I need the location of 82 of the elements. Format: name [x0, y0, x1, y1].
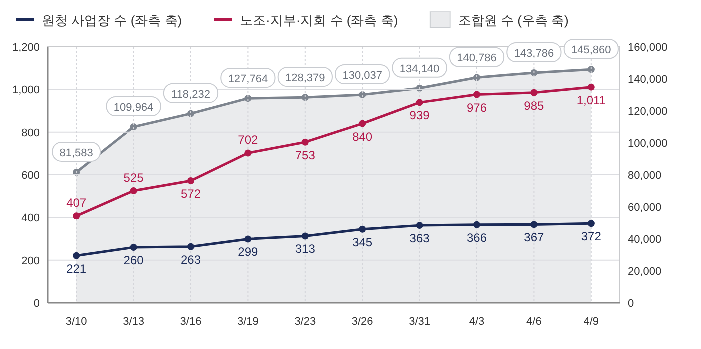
x-tick-label: 3/31: [409, 316, 431, 328]
data-label: 840: [352, 130, 373, 144]
x-tick-label: 3/26: [352, 316, 374, 328]
data-label: 134,140: [400, 63, 440, 76]
x-tick-label: 3/16: [180, 316, 202, 328]
point: [359, 91, 366, 98]
x-tick-label: 4/6: [526, 316, 542, 328]
point: [588, 84, 595, 91]
data-label: 127,764: [228, 74, 268, 86]
data-label: 753: [295, 148, 316, 162]
y2-tick-label: 160,000: [628, 42, 668, 54]
y-tick-label: 800: [22, 127, 40, 140]
data-label: 263: [180, 252, 202, 267]
y2-tick-label: 80,000: [628, 170, 662, 182]
point: [188, 177, 194, 184]
data-label: 572: [180, 186, 202, 201]
data-label: 366: [466, 230, 488, 245]
x-tick-label: 4/9: [584, 316, 600, 328]
y-tick-label: 600: [22, 170, 40, 182]
data-label: 118,232: [172, 88, 210, 101]
legend-label: 조합원 수 (우측 축): [458, 13, 569, 28]
y-tick-label: 1,000: [12, 84, 40, 97]
point: [359, 226, 366, 233]
data-label: 407: [66, 196, 87, 210]
data-label: 143,786: [514, 48, 554, 60]
point: [416, 99, 424, 106]
point: [244, 236, 252, 243]
data-label: 109,964: [114, 102, 154, 114]
y-tick-label: 400: [22, 212, 40, 225]
y2-tick-label: 40,000: [628, 234, 662, 246]
point: [359, 120, 366, 128]
data-label: 260: [124, 254, 144, 268]
legend-label: 원청 사업장 수 (좌측 축): [42, 13, 182, 28]
y2-tick-label: 20,000: [628, 266, 662, 278]
y2-tick-label: 100,000: [628, 138, 668, 150]
data-label: 145,860: [572, 44, 612, 57]
data-label: 702: [238, 133, 259, 148]
point: [130, 188, 138, 194]
point: [588, 220, 595, 228]
point: [188, 110, 194, 118]
point: [130, 244, 138, 252]
point: [130, 124, 138, 131]
x-tick-label: 3/19: [237, 316, 259, 328]
data-label: 345: [352, 235, 373, 250]
data-label: 313: [295, 242, 316, 256]
point: [474, 221, 480, 228]
data-label: 140,786: [457, 52, 497, 65]
data-label: 1,011: [576, 93, 606, 108]
point: [530, 221, 538, 228]
point: [73, 212, 80, 220]
data-label: 372: [581, 230, 602, 244]
data-label: 128,379: [286, 72, 326, 85]
legend-label: 노조·지부·지회 수 (좌측 축): [240, 13, 398, 28]
data-label: 985: [524, 98, 545, 113]
data-label: 939: [410, 108, 430, 123]
y-tick-label: 200: [22, 255, 40, 268]
point: [302, 232, 309, 240]
point: [244, 150, 252, 157]
data-label: 363: [410, 232, 430, 246]
data-label: 525: [124, 171, 144, 185]
y2-tick-label: 120,000: [628, 106, 668, 118]
x-tick-label: 4/3: [469, 316, 485, 328]
y2-tick-label: 60,000: [628, 202, 662, 214]
point: [416, 222, 424, 230]
data-label: 130,037: [342, 70, 382, 82]
point: [188, 243, 194, 250]
y-tick-label: 0: [34, 298, 40, 310]
data-label: 81,583: [60, 147, 94, 160]
data-label: 367: [524, 230, 545, 245]
data-label: 221: [66, 262, 87, 276]
point: [474, 91, 480, 98]
x-tick-label: 3/23: [294, 316, 316, 328]
x-tick-label: 3/10: [66, 316, 88, 328]
data-label: 299: [238, 245, 259, 260]
y-tick-label: 1,200: [12, 42, 40, 54]
point: [530, 89, 538, 96]
data-label: 976: [466, 100, 488, 115]
point: [302, 138, 309, 146]
point: [73, 252, 80, 260]
y2-tick-label: 0: [628, 298, 634, 310]
y2-tick-label: 140,000: [628, 74, 668, 86]
x-tick-label: 3/13: [123, 316, 145, 328]
